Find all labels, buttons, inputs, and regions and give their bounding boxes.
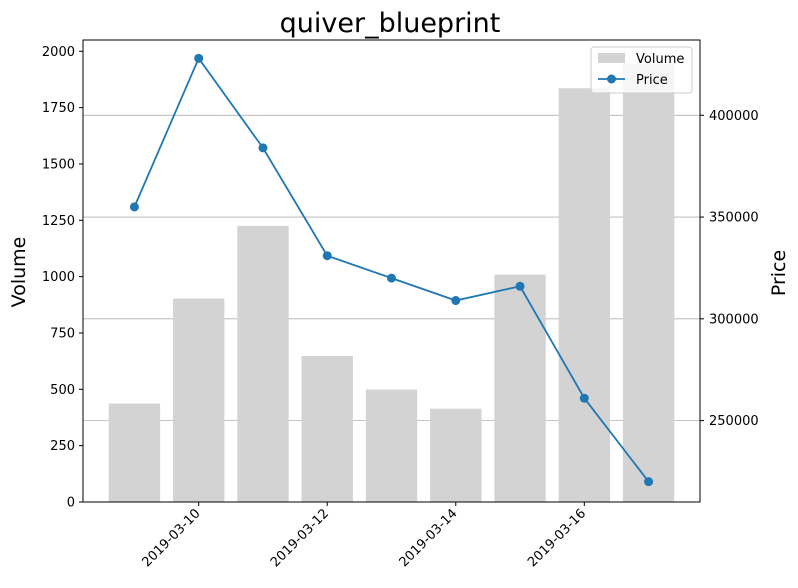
- y-right-tick-label-0: 250000: [709, 414, 759, 429]
- volume-bar-2019-03-12: [301, 355, 353, 502]
- legend-price-label: Price: [636, 73, 668, 88]
- y-left-tick-label-3: 750: [50, 326, 75, 341]
- price-point-2019-03-15: [515, 281, 525, 291]
- volume-bar-2019-03-09: [108, 403, 161, 502]
- volume-bar-2019-03-15: [494, 274, 546, 502]
- y-axis-left: 0 250 500 750 1000 1250 1500 1750 2000: [42, 45, 83, 511]
- y-right-tick-label-3: 400000: [709, 109, 759, 124]
- price-points: [129, 53, 654, 487]
- price-point-2019-03-16: [579, 393, 589, 403]
- volume-bars: [108, 63, 675, 503]
- volume-bar-2019-03-11: [237, 225, 289, 503]
- price-point-2019-03-12: [322, 251, 332, 261]
- y-left-tick-label-0: 0: [67, 496, 75, 511]
- y-left-tick-label-7: 1750: [42, 101, 75, 116]
- y-axis-right: 250000 300000 350000 400000: [700, 109, 759, 429]
- price-point-2019-03-17: [644, 477, 654, 487]
- y-left-tick-label-5: 1250: [42, 214, 75, 229]
- y-right-tick-label-2: 350000: [709, 211, 759, 226]
- volume-bar-2019-03-16: [558, 88, 611, 502]
- price-point-2019-03-09: [129, 202, 139, 212]
- y-axis-right-title: Price: [768, 250, 790, 296]
- volume-bar-2019-03-14: [430, 408, 482, 502]
- legend: Volume Price: [590, 46, 693, 94]
- price-point-2019-03-10: [194, 53, 204, 63]
- price-point-2019-03-13: [387, 273, 396, 283]
- volume-bar-2019-03-10: [172, 298, 225, 502]
- legend-volume-label: Volume: [636, 52, 684, 67]
- y-left-tick-label-4: 1000: [42, 270, 75, 285]
- price-point-2019-03-11: [258, 143, 268, 153]
- legend-volume-swatch: [598, 53, 625, 63]
- y-left-tick-label-8: 2000: [42, 45, 75, 60]
- chart-title: quiver_blueprint: [280, 8, 501, 39]
- legend-price-marker: [607, 74, 616, 84]
- price-point-2019-03-14: [451, 296, 461, 306]
- y-left-tick-label-2: 500: [50, 383, 75, 398]
- volume-bar-2019-03-13: [365, 389, 418, 502]
- y-axis-left-title: Volume: [8, 237, 30, 308]
- y-left-tick-label-6: 1500: [42, 157, 75, 172]
- plot-frame: [82, 39, 701, 503]
- volume-bar-2019-03-17: [622, 63, 675, 502]
- y-left-tick-label-1: 250: [50, 439, 75, 454]
- y-right-tick-label-1: 300000: [709, 312, 759, 327]
